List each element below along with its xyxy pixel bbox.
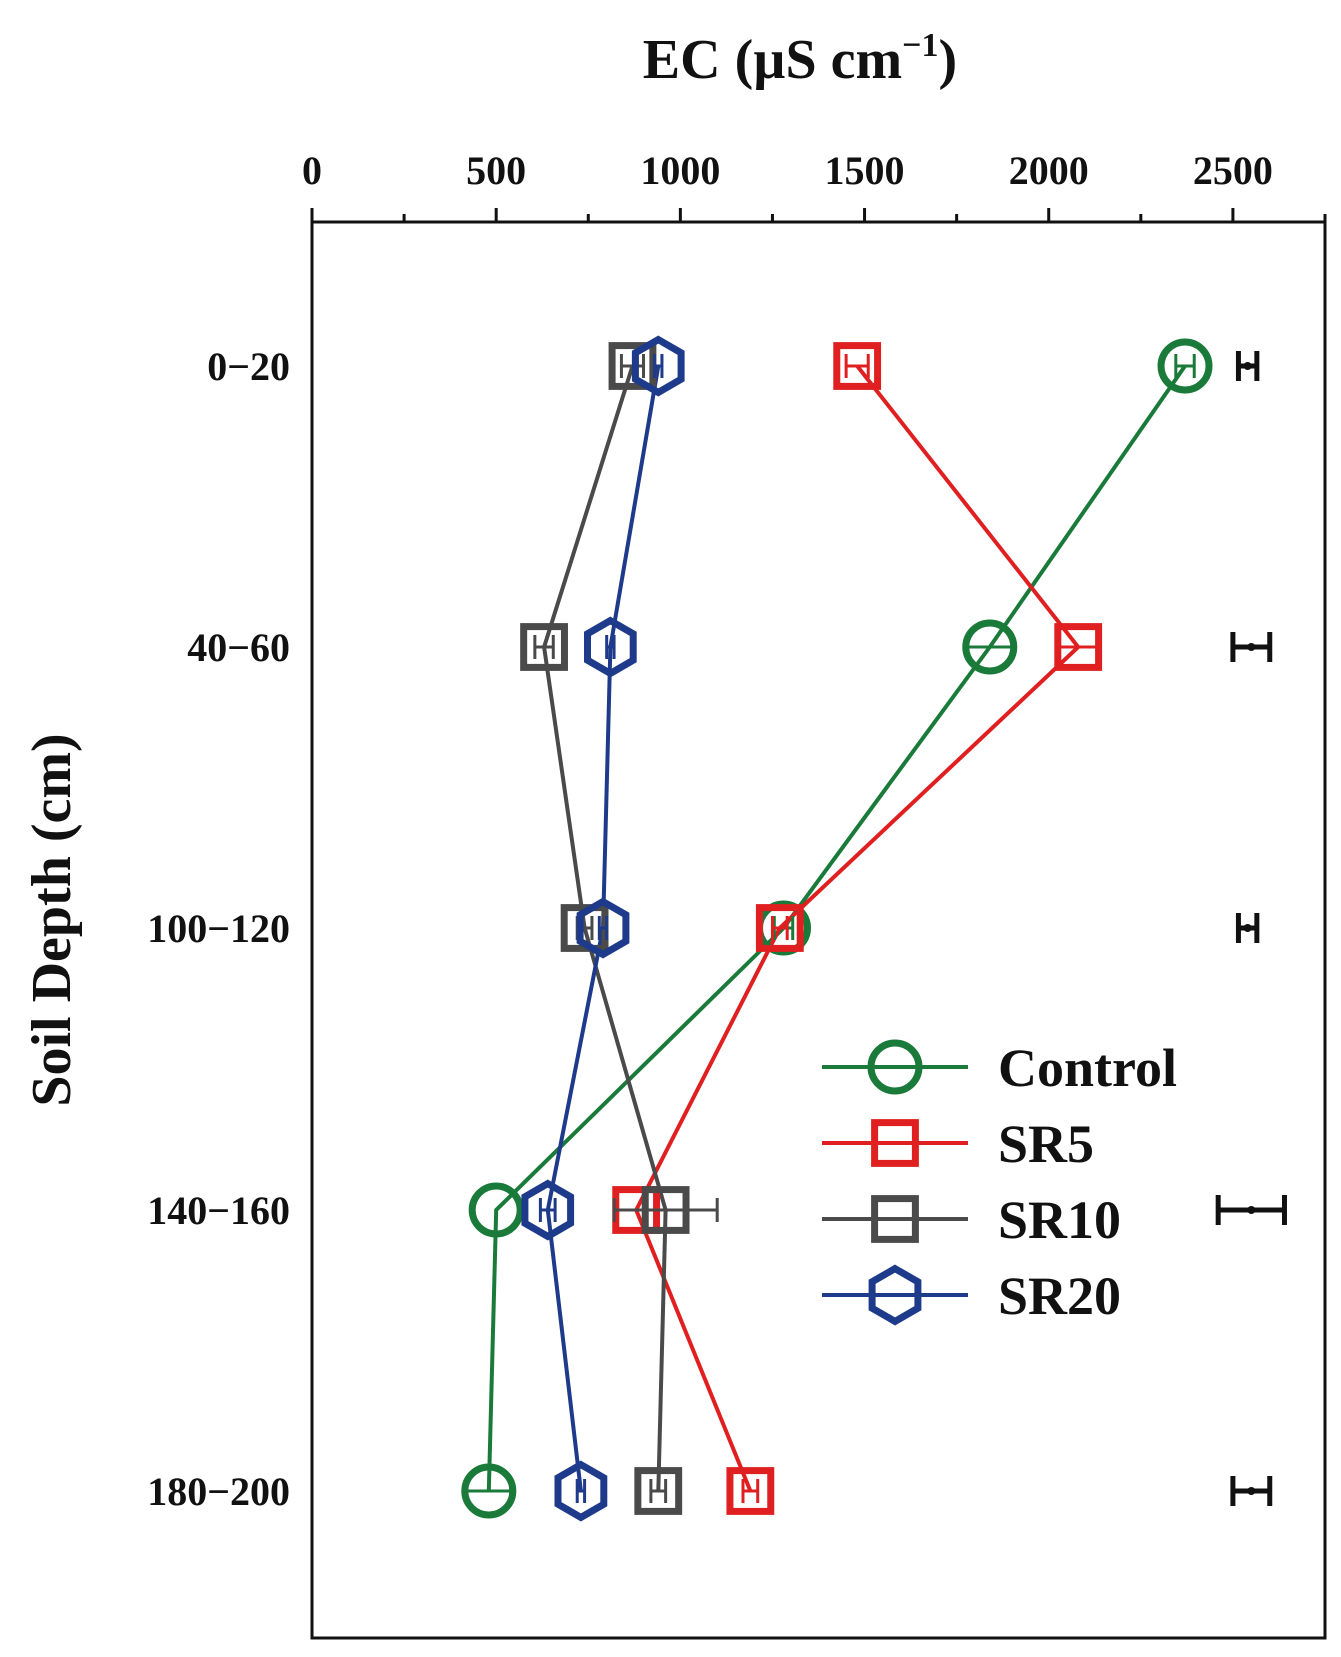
y-axis-labels: 0−20 40−60 100−120 140−160 180−200 xyxy=(147,344,290,1514)
legend-label: SR10 xyxy=(998,1190,1121,1250)
x-axis-ticks: 0 500 1000 1500 2000 2500 xyxy=(302,148,1327,222)
x-tick-label: 2500 xyxy=(1193,148,1273,193)
data-point-control xyxy=(1157,338,1213,394)
plot-frame xyxy=(310,220,1327,1640)
y-tick-label: 40−60 xyxy=(187,625,290,670)
x-tick-label: 1500 xyxy=(825,148,905,193)
data-point-sr20 xyxy=(554,1460,608,1522)
data-point-sr10 xyxy=(634,1467,683,1515)
data-point-sr5 xyxy=(726,1467,775,1515)
data-point-sr20 xyxy=(584,616,637,678)
data-point-control xyxy=(468,1182,524,1238)
data-point-sr10 xyxy=(520,623,568,671)
data-point-sr10 xyxy=(641,1186,690,1234)
data-point-sr20 xyxy=(521,1179,575,1241)
y-tick-label: 0−20 xyxy=(207,344,290,389)
x-tick-label: 1000 xyxy=(640,148,720,193)
y-tick-label: 180−200 xyxy=(147,1469,290,1514)
data-point-sr5 xyxy=(1054,623,1103,671)
lsd-bar-center xyxy=(1247,643,1256,651)
data-point-sr5 xyxy=(833,342,882,390)
legend-marker-sr5 xyxy=(871,1119,919,1167)
x-tick-label: 0 xyxy=(302,148,322,193)
data-point-sr20 xyxy=(576,897,630,959)
x-axis-title-superscript: −1 xyxy=(902,27,938,64)
legend-marker-sr20 xyxy=(868,1264,922,1326)
lsd-bar-center xyxy=(1247,1487,1256,1495)
data-point-sr10 xyxy=(608,342,657,390)
data-point-control xyxy=(461,1463,517,1519)
y-tick-label: 140−160 xyxy=(147,1188,290,1233)
series-group xyxy=(461,335,1213,1522)
data-point-sr5 xyxy=(755,904,804,952)
x-tick-label: 500 xyxy=(466,148,526,193)
x-tick-label: 2000 xyxy=(1009,148,1089,193)
y-axis-title: Soil Depth (cm) xyxy=(21,733,83,1106)
legend: Control SR5 SR10 SR20 xyxy=(822,1038,1177,1326)
y-tick-label: 100−120 xyxy=(147,906,290,951)
legend-marker-control xyxy=(867,1039,923,1095)
lsd-bar-center xyxy=(1243,362,1252,370)
legend-label: SR5 xyxy=(998,1114,1094,1174)
x-axis-title: EC (µS cm−1) xyxy=(643,27,957,91)
legend-label: Control xyxy=(998,1038,1177,1098)
lsd-bar-center xyxy=(1243,924,1252,932)
legend-label: SR20 xyxy=(998,1266,1121,1326)
lsd-bars-group xyxy=(1215,351,1287,1506)
lsd-bar-center xyxy=(1247,1206,1256,1214)
data-point-sr20 xyxy=(631,335,685,397)
legend-marker-sr10 xyxy=(871,1195,919,1243)
data-point-control xyxy=(962,619,1018,675)
x-axis-title-close: ) xyxy=(939,29,958,91)
